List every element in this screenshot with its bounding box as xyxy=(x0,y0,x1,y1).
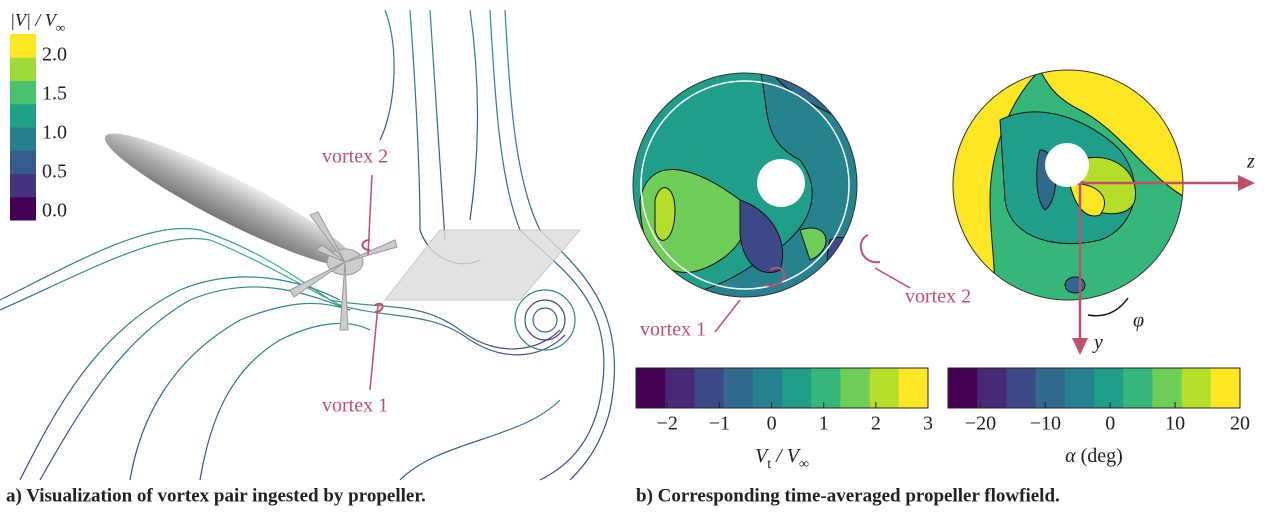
colorbar-tick-label: 0 xyxy=(1105,413,1115,435)
legend-tick-label: 0.0 xyxy=(42,200,67,222)
disk-edge xyxy=(952,69,1184,301)
phi-arrow xyxy=(1087,297,1129,317)
contour-disk xyxy=(633,73,857,297)
colorbar-bin xyxy=(898,368,929,408)
arrow xyxy=(714,299,741,333)
wing xyxy=(383,229,582,301)
colorbar-bin xyxy=(840,368,871,408)
axis-label: z xyxy=(1246,151,1255,173)
colorbar-label-part: α xyxy=(1065,445,1076,467)
arrow xyxy=(874,267,911,289)
colorbar-label: α (deg) xyxy=(1065,445,1123,467)
caption: a) Visualization of vortex pair ingested… xyxy=(6,485,426,506)
colorbar-bin xyxy=(869,368,900,408)
colorbar-tick-label: 10 xyxy=(1165,413,1185,435)
legend-swatch xyxy=(10,103,36,128)
legend-tick-label: 2.0 xyxy=(42,44,67,66)
legend-title-sub: ∞ xyxy=(56,20,65,35)
caption: b) Corresponding time-averaged propeller… xyxy=(636,485,1060,506)
arrow xyxy=(374,302,384,313)
axes-arrows xyxy=(1072,175,1255,355)
legend-swatch xyxy=(10,196,36,221)
arrow xyxy=(367,174,373,256)
colorbar-bin xyxy=(723,368,754,408)
colorbar-tick-label: −20 xyxy=(965,413,996,435)
colorbar-bin xyxy=(1006,368,1037,408)
annotation: vortex 2 xyxy=(905,286,971,308)
legend-tick-label: 0.5 xyxy=(42,161,67,183)
legend-swatch xyxy=(10,127,36,151)
legend-tick-label: 1.5 xyxy=(42,83,67,105)
colorbar-bin xyxy=(636,368,666,408)
colorbar-tick-label: 20 xyxy=(1230,413,1250,435)
colorbar-tick-label: −2 xyxy=(657,413,678,435)
axis-label: φ xyxy=(1133,310,1144,332)
colorbar-label-part: (deg) xyxy=(1076,445,1123,467)
annotation: vortex 1 xyxy=(322,395,388,417)
colorbar-tick-label: 2 xyxy=(871,413,881,435)
colorbar-bin xyxy=(752,368,783,408)
colorbar-tick-label: −1 xyxy=(709,413,730,435)
legend-swatch xyxy=(10,80,36,105)
colorbar-bin xyxy=(665,368,695,408)
arrow xyxy=(369,304,379,391)
colorbar-bin xyxy=(977,368,1007,408)
annotation: vortex 1 xyxy=(640,319,706,341)
colorbar-label-part: t xyxy=(767,457,771,472)
axis-label: y xyxy=(1092,332,1103,354)
colorbar-label: Vt / V∞ xyxy=(755,445,809,472)
arrow xyxy=(859,234,881,264)
arrow xyxy=(361,239,371,251)
colorbar-bin xyxy=(1152,368,1183,408)
colorbar-tick-label: 1 xyxy=(819,413,829,435)
streamlines xyxy=(0,9,616,481)
colorbar-frame xyxy=(947,367,1241,409)
colorbar-tick-label: −10 xyxy=(1030,413,1061,435)
legend-swatch xyxy=(10,34,36,58)
colorbar-bin xyxy=(1123,368,1153,408)
colorbar-frame xyxy=(635,367,929,409)
annotation: vortex 2 xyxy=(322,146,388,168)
legend-swatch xyxy=(10,173,36,198)
arrow xyxy=(764,267,786,287)
colorbars: −2 −1 0 1 2 3Vt / V∞−20 −10 0 10 20α (deg) xyxy=(635,367,1250,472)
colorbar-bin xyxy=(948,368,978,408)
hub xyxy=(757,159,805,207)
colorbar-label-part: ∞ xyxy=(799,457,809,472)
disk-edge xyxy=(632,72,858,298)
colorbar-bin xyxy=(782,368,812,408)
colorbar-tick-label: 0 xyxy=(767,413,777,435)
legend-tick-label: 1.0 xyxy=(42,122,67,144)
legend-title: |V| / V∞ xyxy=(10,10,65,35)
colorbar-bin xyxy=(1181,368,1212,408)
colorbar-bin xyxy=(1210,368,1241,408)
colorbar-bin xyxy=(811,368,841,408)
colorbar-tick-label: 3 xyxy=(923,413,933,435)
hub xyxy=(1045,143,1089,187)
colorbar-bin xyxy=(1064,368,1095,408)
legend-swatch xyxy=(10,57,36,81)
contour-disk xyxy=(953,70,1183,300)
colorbar-label-part: / V xyxy=(771,445,802,467)
legend-swatch xyxy=(10,150,36,174)
nacelle xyxy=(104,133,398,331)
colorbar-bin xyxy=(1094,368,1124,408)
legend: 2.0 1.5 1.0 0.5 0.0 xyxy=(10,34,67,222)
colorbar-bin xyxy=(694,368,725,408)
colorbar-bin xyxy=(1035,368,1066,408)
colorbar-label-part: V xyxy=(755,445,770,467)
legend-title-text: |V| / V xyxy=(10,10,58,30)
